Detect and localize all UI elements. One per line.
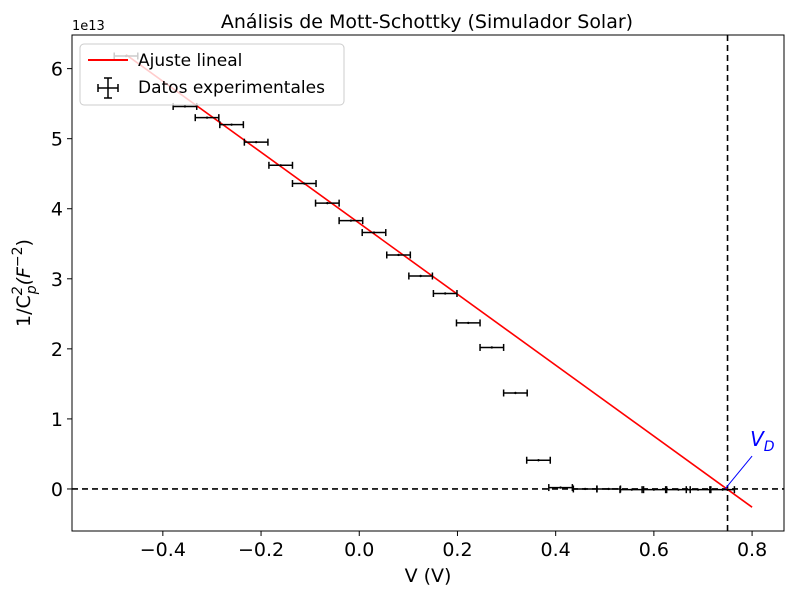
data-point <box>314 199 340 207</box>
point-marker <box>349 219 353 222</box>
fit-line <box>125 53 753 508</box>
annotation-vd-sub: D <box>764 439 775 455</box>
point-marker <box>419 274 422 278</box>
data-point <box>243 138 269 146</box>
y-label-paren-close: ) <box>13 239 35 246</box>
point-marker <box>583 487 587 491</box>
point-marker <box>537 459 540 462</box>
x-axis: −0.4 −0.2 0.0 0.2 0.4 0.6 0.8 <box>140 531 767 561</box>
point-marker <box>607 487 610 491</box>
data-point <box>361 229 387 237</box>
legend: Ajuste lineal Datos experimentales <box>79 43 345 106</box>
point-marker <box>652 488 656 491</box>
legend-errorbar-swatch <box>97 77 119 99</box>
y-tick-label: 3 <box>51 269 63 291</box>
data-point <box>291 180 317 188</box>
annotation-vd-main: V <box>750 427 765 451</box>
data-point <box>386 251 412 259</box>
point-marker <box>630 488 633 491</box>
legend-fit-label: Ajuste lineal <box>138 51 242 71</box>
x-tick-label: 0.4 <box>541 539 571 561</box>
y-axis-label: 1/C2p(F−2) <box>10 239 40 327</box>
point-marker <box>183 105 187 108</box>
data-point <box>408 272 434 280</box>
point-marker <box>279 164 282 167</box>
plot-border <box>71 34 785 532</box>
fit-line-layer <box>125 53 753 508</box>
x-tick-label: −0.4 <box>140 539 186 561</box>
data-point <box>219 121 245 129</box>
point-marker <box>303 182 306 185</box>
point-marker <box>397 253 400 257</box>
x-tick-label: 0.2 <box>442 539 472 561</box>
data-point <box>338 217 364 225</box>
point-marker <box>205 116 209 119</box>
annotation-vd-label: VD <box>750 427 775 455</box>
x-tick-label: 0.8 <box>737 539 767 561</box>
legend-data-label: Datos experimentales <box>138 78 325 98</box>
y-tick-label: 5 <box>51 129 63 151</box>
data-point <box>525 456 552 464</box>
data-point <box>685 486 711 494</box>
y-label-superscript: 2 <box>10 286 26 295</box>
x-tick-label: 0.6 <box>639 539 669 561</box>
y-label-paren-open: (F <box>13 266 35 285</box>
chart-title: Análisis de Mott-Schottky (Simulador Sol… <box>221 11 633 33</box>
data-point <box>548 484 574 492</box>
point-marker <box>677 488 680 491</box>
point-marker <box>696 488 700 491</box>
data-point <box>194 114 220 122</box>
legend-box <box>79 43 345 106</box>
x-tick-label: −0.2 <box>238 539 284 561</box>
y-tick-label: 4 <box>51 199 63 221</box>
data-point <box>432 290 458 298</box>
data-point <box>710 486 736 494</box>
y-tick-label: 0 <box>51 479 63 501</box>
annotation-arrow <box>724 455 753 490</box>
y-label-paren-superscript: −2 <box>10 246 26 267</box>
plot-background <box>72 35 784 531</box>
plot-area: VD <box>71 34 785 532</box>
data-point <box>268 161 294 169</box>
point-marker <box>326 201 329 205</box>
point-marker <box>514 391 517 395</box>
x-axis-label: V (V) <box>405 565 452 587</box>
y-tick-label: 2 <box>51 339 63 361</box>
point-marker <box>443 292 447 295</box>
data-point <box>502 389 528 397</box>
point-marker <box>230 123 233 126</box>
point-marker <box>490 346 494 349</box>
y-tick-label: 1 <box>51 409 63 431</box>
x-tick-label: 0.0 <box>344 539 374 561</box>
y-axis: 0 1 2 3 4 5 6 <box>51 59 72 501</box>
data-point <box>479 343 505 351</box>
point-marker <box>467 321 470 325</box>
point-marker <box>559 486 562 489</box>
annotation-layer: VD <box>724 427 775 490</box>
point-marker <box>721 488 724 491</box>
y-label-subscript: p <box>24 285 40 295</box>
point-marker <box>372 231 376 234</box>
y-offset-label: 1e13 <box>72 19 105 34</box>
y-tick-label: 6 <box>51 59 63 81</box>
data-point <box>641 486 667 494</box>
y-label-main: 1/C <box>13 295 35 327</box>
data-point <box>455 319 481 327</box>
point-marker <box>254 140 258 144</box>
